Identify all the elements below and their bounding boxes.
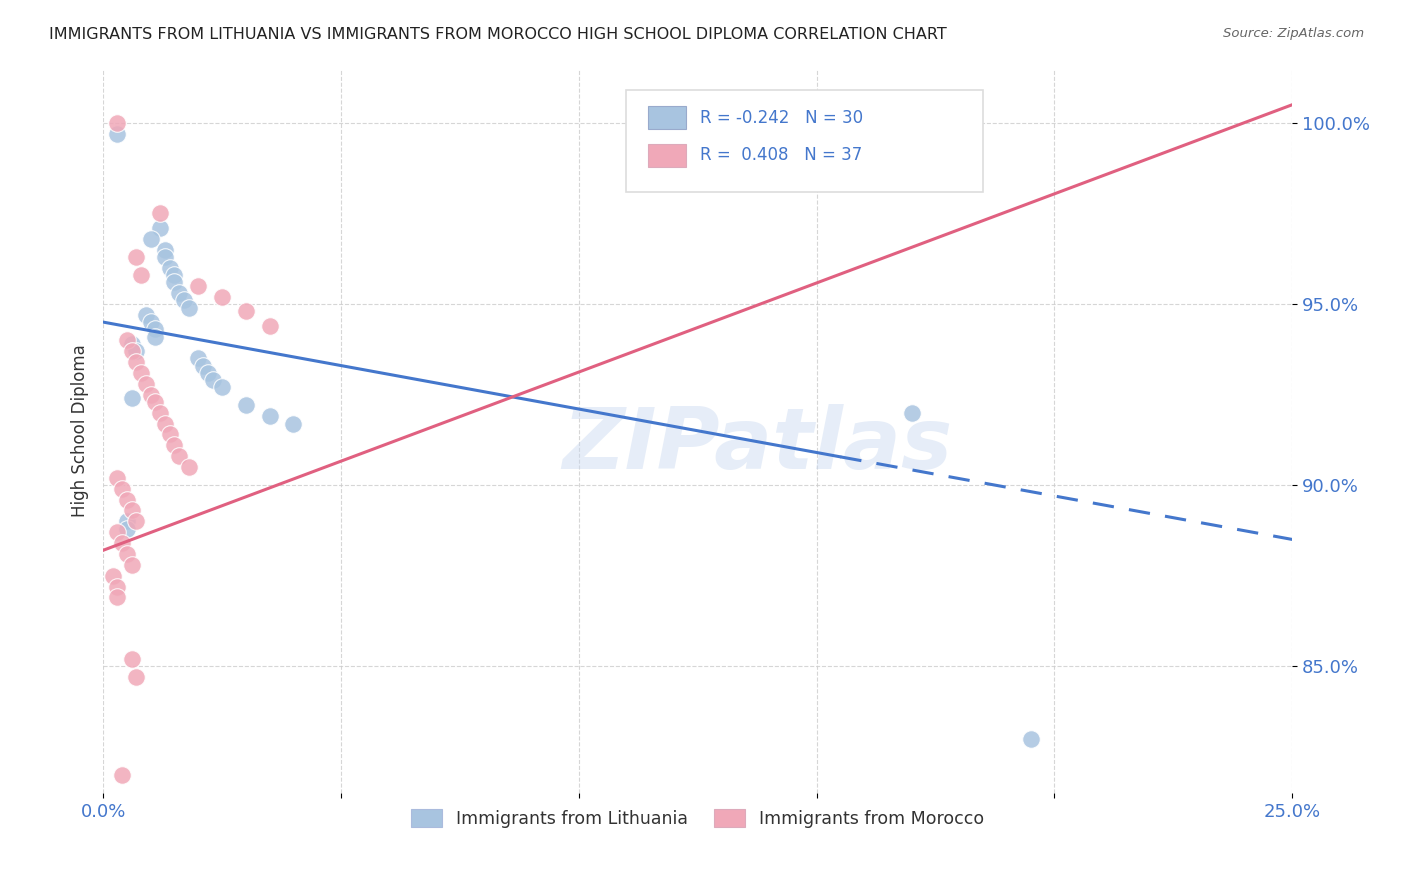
Point bbox=[153, 250, 176, 264]
Point bbox=[121, 344, 143, 359]
Text: IMMIGRANTS FROM LITHUANIA VS IMMIGRANTS FROM MOROCCO HIGH SCHOOL DIPLOMA CORRELA: IMMIGRANTS FROM LITHUANIA VS IMMIGRANTS … bbox=[49, 27, 948, 42]
Point bbox=[111, 768, 134, 782]
Point bbox=[235, 304, 257, 318]
Point bbox=[145, 322, 167, 336]
Point bbox=[135, 308, 157, 322]
Point bbox=[125, 250, 148, 264]
Point bbox=[159, 427, 181, 442]
Point bbox=[177, 460, 200, 475]
Point bbox=[105, 471, 128, 485]
Point bbox=[139, 232, 162, 246]
Point bbox=[105, 127, 128, 141]
Point bbox=[167, 449, 190, 463]
Point bbox=[121, 503, 143, 517]
Point bbox=[101, 568, 124, 582]
Point bbox=[149, 220, 172, 235]
Point bbox=[121, 652, 143, 666]
FancyBboxPatch shape bbox=[648, 144, 686, 167]
Point bbox=[1019, 731, 1042, 746]
Point bbox=[145, 329, 167, 343]
Point bbox=[153, 243, 176, 257]
Point bbox=[129, 268, 152, 282]
Point bbox=[167, 286, 190, 301]
Point bbox=[145, 394, 167, 409]
Point bbox=[177, 301, 200, 315]
Point bbox=[149, 206, 172, 220]
Point bbox=[211, 380, 233, 394]
Point bbox=[125, 514, 148, 528]
Point bbox=[259, 409, 281, 424]
Point bbox=[115, 522, 138, 536]
Point bbox=[105, 591, 128, 605]
Point bbox=[187, 278, 209, 293]
Point bbox=[125, 670, 148, 684]
Point bbox=[125, 344, 148, 359]
Text: ZIPatlas: ZIPatlas bbox=[562, 404, 952, 487]
Point bbox=[211, 290, 233, 304]
Point bbox=[111, 536, 134, 550]
Point bbox=[173, 293, 195, 308]
Point bbox=[111, 482, 134, 496]
Legend: Immigrants from Lithuania, Immigrants from Morocco: Immigrants from Lithuania, Immigrants fr… bbox=[404, 803, 991, 835]
Point bbox=[115, 547, 138, 561]
Point bbox=[163, 275, 186, 289]
Point bbox=[105, 525, 128, 540]
Point bbox=[139, 387, 162, 401]
Point bbox=[153, 417, 176, 431]
Point bbox=[129, 366, 152, 380]
Point bbox=[900, 406, 922, 420]
Point bbox=[163, 268, 186, 282]
Point bbox=[159, 260, 181, 275]
Point bbox=[201, 373, 224, 387]
Point bbox=[125, 355, 148, 369]
FancyBboxPatch shape bbox=[626, 90, 983, 192]
Point bbox=[121, 336, 143, 351]
Point bbox=[115, 492, 138, 507]
FancyBboxPatch shape bbox=[648, 106, 686, 129]
Point bbox=[163, 438, 186, 452]
Text: Source: ZipAtlas.com: Source: ZipAtlas.com bbox=[1223, 27, 1364, 40]
Point bbox=[115, 514, 138, 528]
Point bbox=[149, 406, 172, 420]
Point bbox=[187, 351, 209, 366]
Point bbox=[191, 359, 214, 373]
Point bbox=[135, 376, 157, 391]
Point bbox=[121, 558, 143, 572]
Point bbox=[105, 580, 128, 594]
Point bbox=[115, 333, 138, 347]
Text: R = -0.242   N = 30: R = -0.242 N = 30 bbox=[700, 109, 863, 127]
Point bbox=[283, 417, 305, 431]
Point bbox=[121, 391, 143, 405]
Point bbox=[259, 318, 281, 333]
Point bbox=[105, 116, 128, 130]
Point bbox=[235, 398, 257, 412]
Text: R =  0.408   N = 37: R = 0.408 N = 37 bbox=[700, 146, 862, 164]
Point bbox=[197, 366, 219, 380]
Point bbox=[139, 315, 162, 329]
Y-axis label: High School Diploma: High School Diploma bbox=[72, 344, 89, 517]
